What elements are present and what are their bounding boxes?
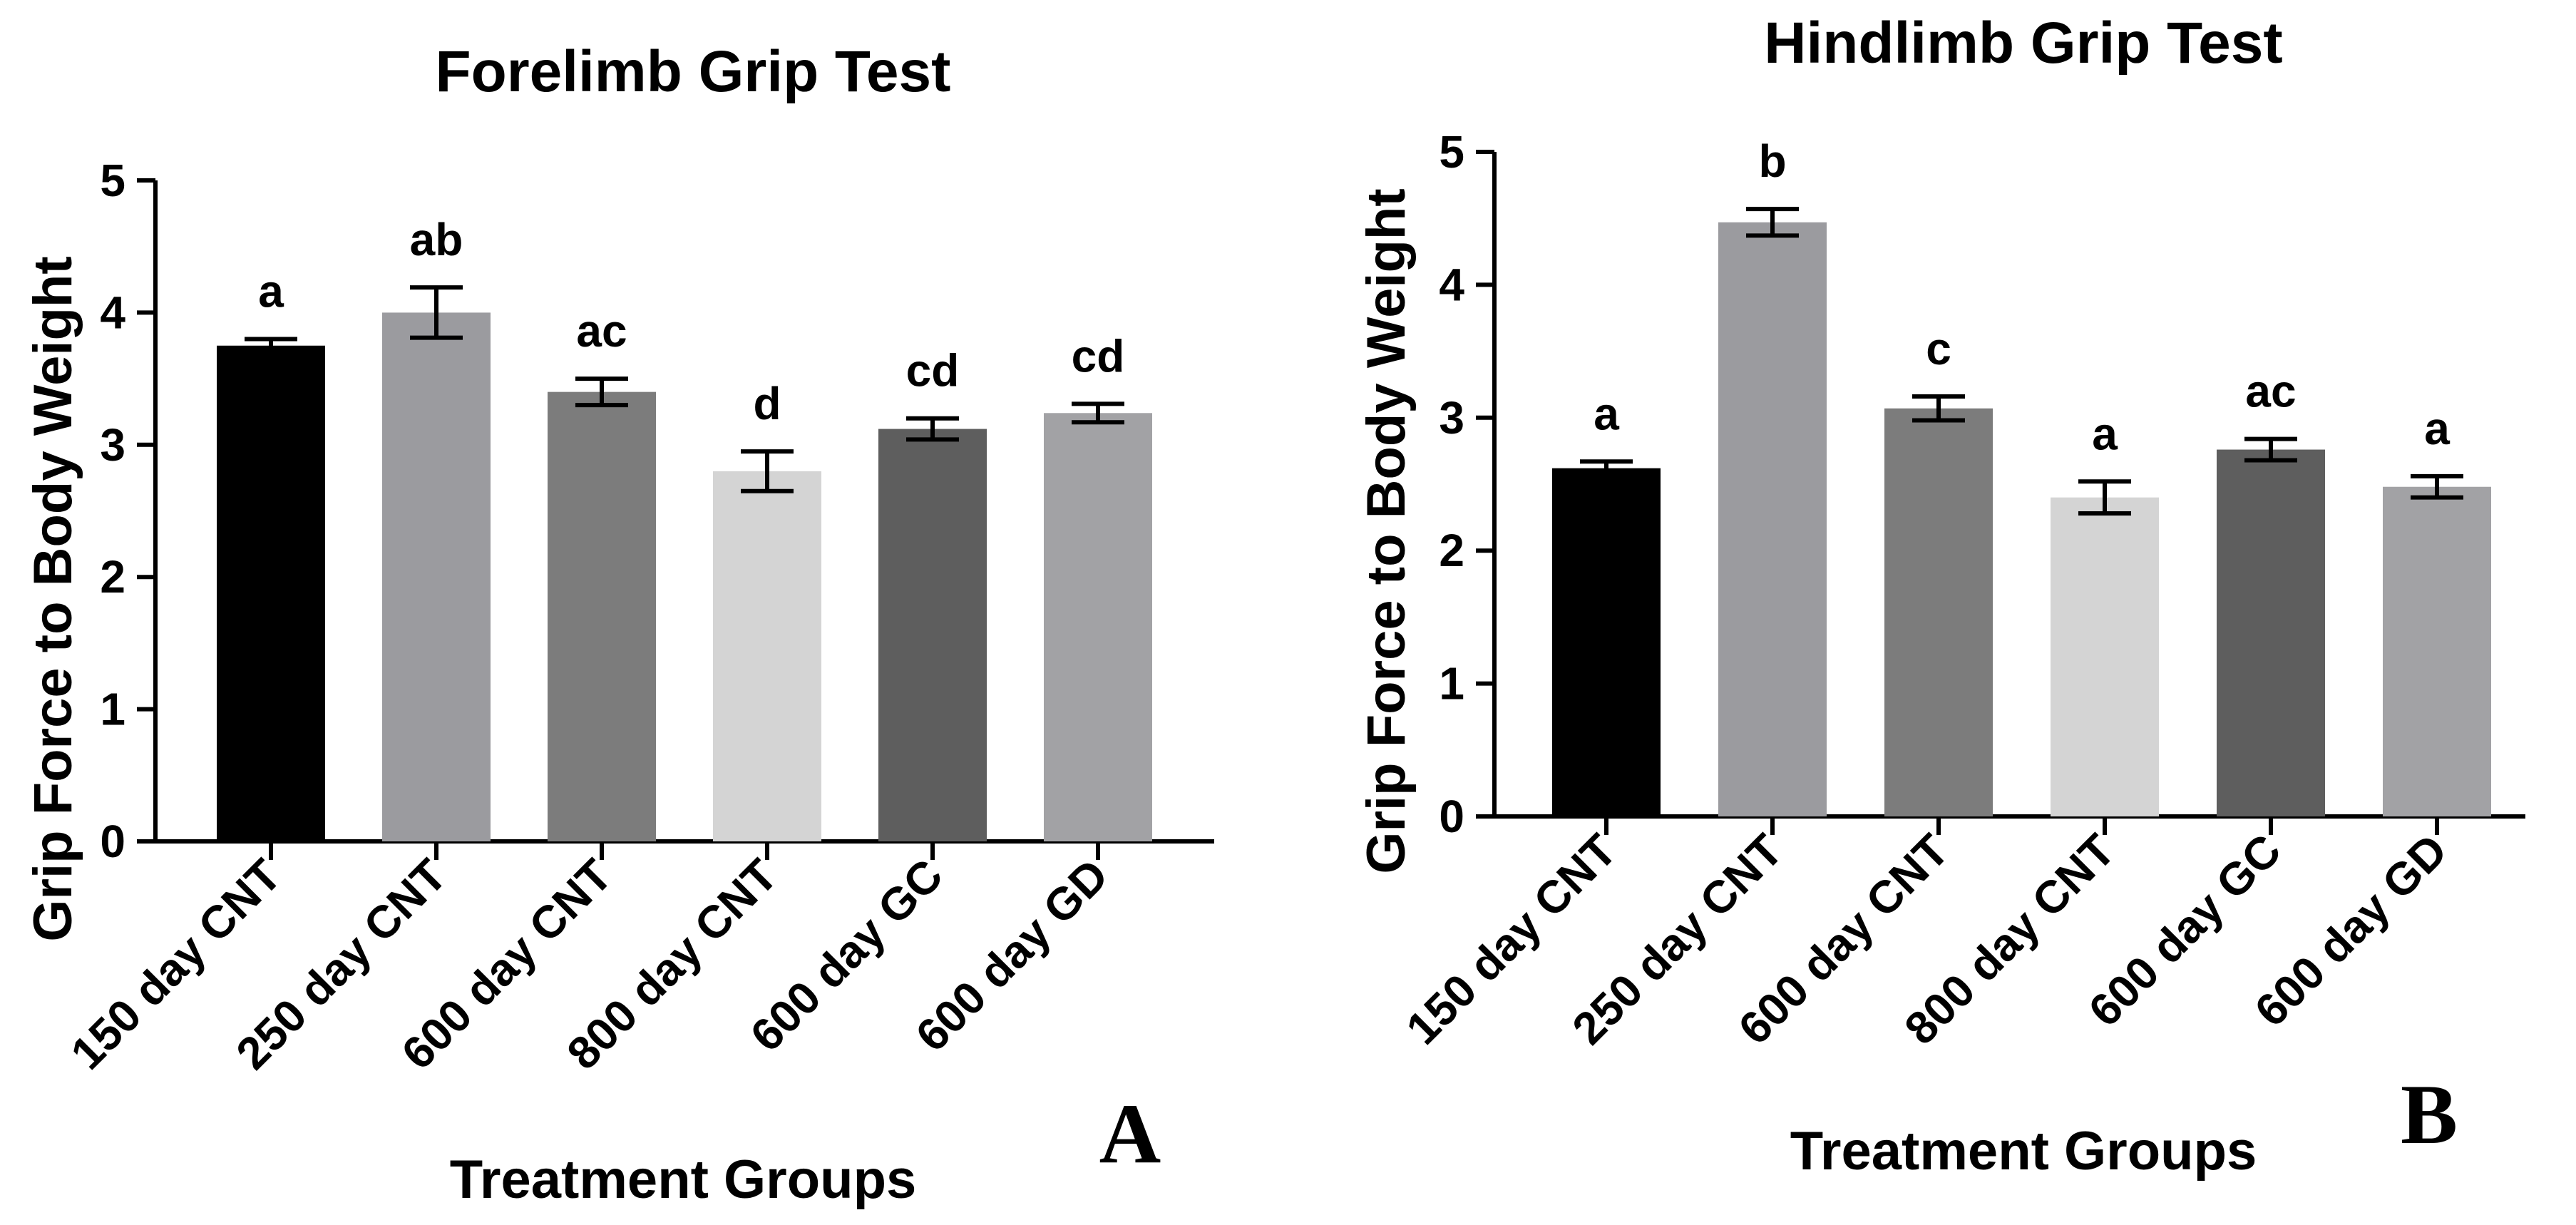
bar bbox=[2217, 449, 2325, 816]
bar bbox=[713, 471, 821, 841]
y-tick-label: 2 bbox=[1439, 525, 1464, 576]
y-tick-label: 0 bbox=[100, 816, 125, 867]
x-axis-label: Treatment Groups bbox=[1790, 1121, 2257, 1182]
significance-label: a bbox=[1594, 388, 1619, 439]
bar bbox=[1718, 222, 1827, 816]
bar bbox=[878, 429, 987, 841]
significance-label: a bbox=[2092, 408, 2118, 459]
bar bbox=[548, 391, 656, 841]
hindlimb-chart: Hindlimb Grip Test Grip Force to Body We… bbox=[1356, 11, 2525, 1182]
bar bbox=[217, 345, 325, 841]
significance-label: ac bbox=[576, 305, 627, 357]
y-tick-label: 5 bbox=[1439, 126, 1464, 178]
significance-label: c bbox=[1926, 323, 1951, 374]
y-tick-label: 4 bbox=[1439, 259, 1464, 310]
bar bbox=[382, 312, 491, 841]
bar bbox=[1884, 408, 1993, 816]
y-tick-label: 1 bbox=[1439, 658, 1464, 709]
significance-label: ac bbox=[2245, 366, 2296, 417]
significance-label: a bbox=[258, 265, 284, 317]
y-tick-label: 3 bbox=[100, 419, 125, 471]
y-axis-label: Grip Force to Body Weight bbox=[1356, 188, 1417, 873]
bar bbox=[2383, 486, 2491, 816]
y-tick-label: 4 bbox=[100, 287, 125, 338]
significance-label: cd bbox=[906, 345, 960, 396]
bar bbox=[2051, 497, 2159, 816]
significance-label: cd bbox=[1072, 330, 1125, 381]
y-tick-label: 0 bbox=[1439, 791, 1464, 842]
y-tick-label: 3 bbox=[1439, 392, 1464, 444]
y-tick-label: 5 bbox=[100, 155, 125, 206]
chart-title: Hindlimb Grip Test bbox=[1764, 11, 2282, 76]
x-axis-label: Treatment Groups bbox=[450, 1149, 917, 1210]
y-axis-label: Grip Force to Body Weight bbox=[23, 256, 83, 941]
y-tick-label: 2 bbox=[100, 551, 125, 603]
bar bbox=[1552, 468, 1661, 816]
bar bbox=[1044, 413, 1152, 841]
chart-title: Forelimb Grip Test bbox=[436, 39, 951, 104]
significance-label: ab bbox=[410, 214, 463, 265]
significance-label: a bbox=[2424, 403, 2450, 454]
significance-label: b bbox=[1758, 135, 1786, 187]
panel-label: B bbox=[2401, 1067, 2458, 1162]
panel-label: A bbox=[1099, 1086, 1161, 1181]
significance-label: d bbox=[753, 378, 781, 429]
y-tick-label: 1 bbox=[100, 684, 125, 735]
